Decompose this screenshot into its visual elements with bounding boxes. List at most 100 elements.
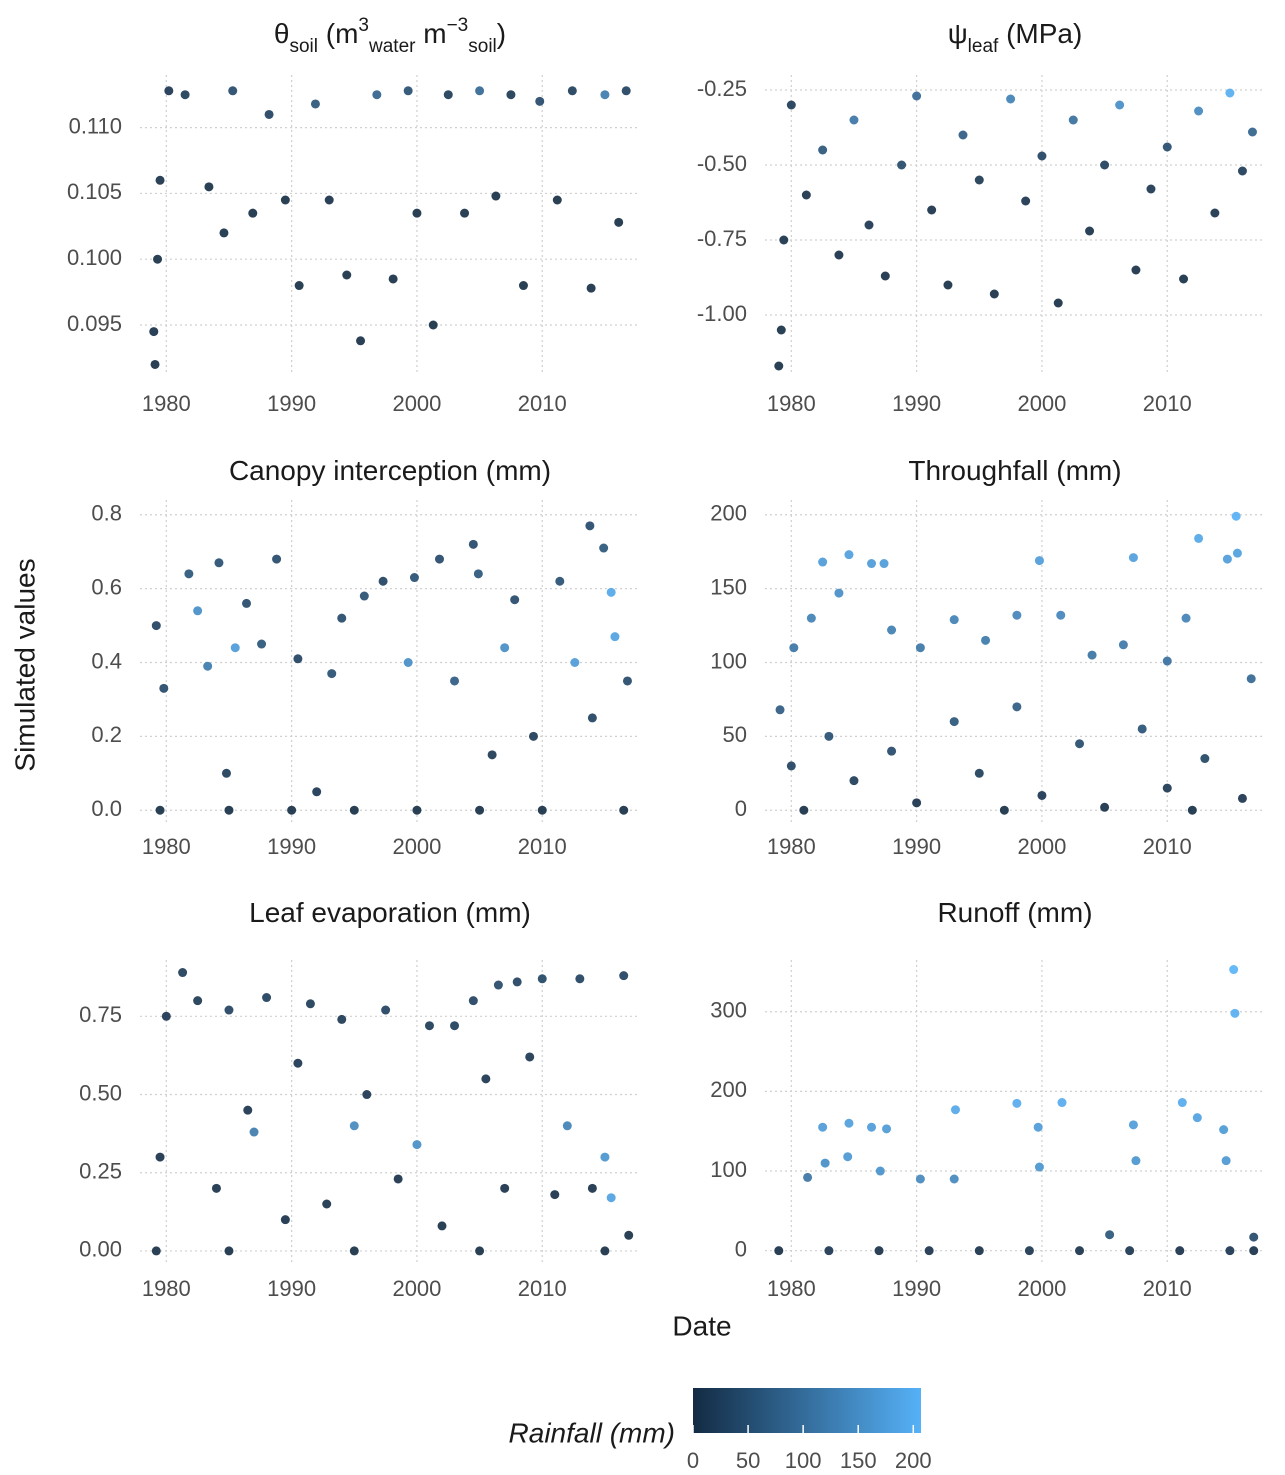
point [875, 1166, 885, 1176]
point [1034, 1162, 1044, 1172]
colorbar [693, 1388, 921, 1433]
point [460, 208, 470, 218]
point [562, 1121, 572, 1131]
point [1128, 553, 1138, 563]
point [1200, 754, 1210, 764]
title-part: θ [274, 18, 290, 49]
title-part: soil [468, 36, 497, 57]
point [843, 1152, 853, 1162]
title-part: m [415, 18, 446, 49]
point [193, 606, 203, 616]
point [493, 980, 503, 990]
point [204, 182, 214, 192]
point [774, 361, 784, 371]
point [1037, 151, 1047, 161]
point [1100, 802, 1110, 812]
panel-title: Runoff (mm) [937, 897, 1092, 928]
point [776, 325, 786, 335]
y-tick-label: 100 [710, 648, 747, 673]
y-tick-label: 0.50 [79, 1080, 122, 1105]
point [184, 569, 194, 579]
point [381, 1005, 391, 1015]
x-tick-label: 1980 [767, 391, 816, 416]
point [164, 86, 174, 96]
point [867, 1122, 877, 1132]
point [293, 654, 303, 664]
point [999, 805, 1009, 815]
point [450, 1021, 460, 1031]
point [1146, 184, 1156, 194]
point [372, 90, 382, 100]
point [349, 805, 359, 815]
point [880, 271, 890, 281]
point [359, 591, 369, 601]
point [224, 1005, 234, 1015]
point [468, 996, 478, 1006]
point [600, 1152, 610, 1162]
point [412, 1140, 422, 1150]
point [342, 270, 352, 280]
point [228, 86, 238, 96]
point [600, 1246, 610, 1256]
point [349, 1121, 359, 1131]
x-tick-label: 1980 [142, 1276, 191, 1301]
point [305, 999, 315, 1009]
point [949, 1174, 959, 1184]
point [1187, 805, 1197, 815]
point [312, 787, 322, 797]
point [356, 336, 366, 346]
y-tick-label: 0.095 [67, 311, 122, 336]
point [149, 327, 159, 337]
point [337, 613, 347, 623]
point [510, 595, 520, 605]
point [161, 1011, 171, 1021]
point [1192, 1113, 1202, 1123]
point [1037, 790, 1047, 800]
point [789, 643, 799, 653]
y-tick-label: 0.75 [79, 1002, 122, 1027]
point [151, 621, 161, 631]
panel-title: Throughfall (mm) [908, 455, 1121, 486]
point [1115, 100, 1125, 110]
point [949, 615, 959, 625]
point [378, 576, 388, 586]
point [1162, 783, 1172, 793]
point [1162, 142, 1172, 152]
point [624, 1230, 634, 1240]
point [1219, 1125, 1229, 1135]
point [1075, 1246, 1085, 1256]
point [337, 1014, 347, 1024]
point [475, 86, 485, 96]
point [915, 1174, 925, 1184]
point [224, 1246, 234, 1256]
point [211, 1183, 221, 1193]
point [264, 109, 274, 119]
point [606, 587, 616, 597]
point [249, 1127, 259, 1137]
point [393, 1174, 403, 1184]
y-tick-label: 300 [710, 998, 747, 1023]
point [475, 805, 485, 815]
point [585, 521, 595, 531]
point [327, 669, 337, 679]
y-tick-label: 0.100 [67, 245, 122, 270]
point [1222, 554, 1232, 564]
point [535, 96, 545, 106]
title-part: −3 [447, 15, 469, 36]
point [443, 90, 453, 100]
point [600, 90, 610, 100]
point [349, 1246, 359, 1256]
point [818, 557, 828, 567]
y-tick-label: 0.8 [91, 501, 122, 526]
point [1247, 127, 1257, 137]
point [262, 993, 272, 1003]
y-tick-label: 50 [723, 722, 747, 747]
point [887, 746, 897, 756]
point [500, 1183, 510, 1193]
point [257, 639, 267, 649]
point [1229, 965, 1239, 975]
point [1085, 226, 1095, 236]
point [487, 750, 497, 760]
y-tick-label: 0.2 [91, 722, 122, 747]
